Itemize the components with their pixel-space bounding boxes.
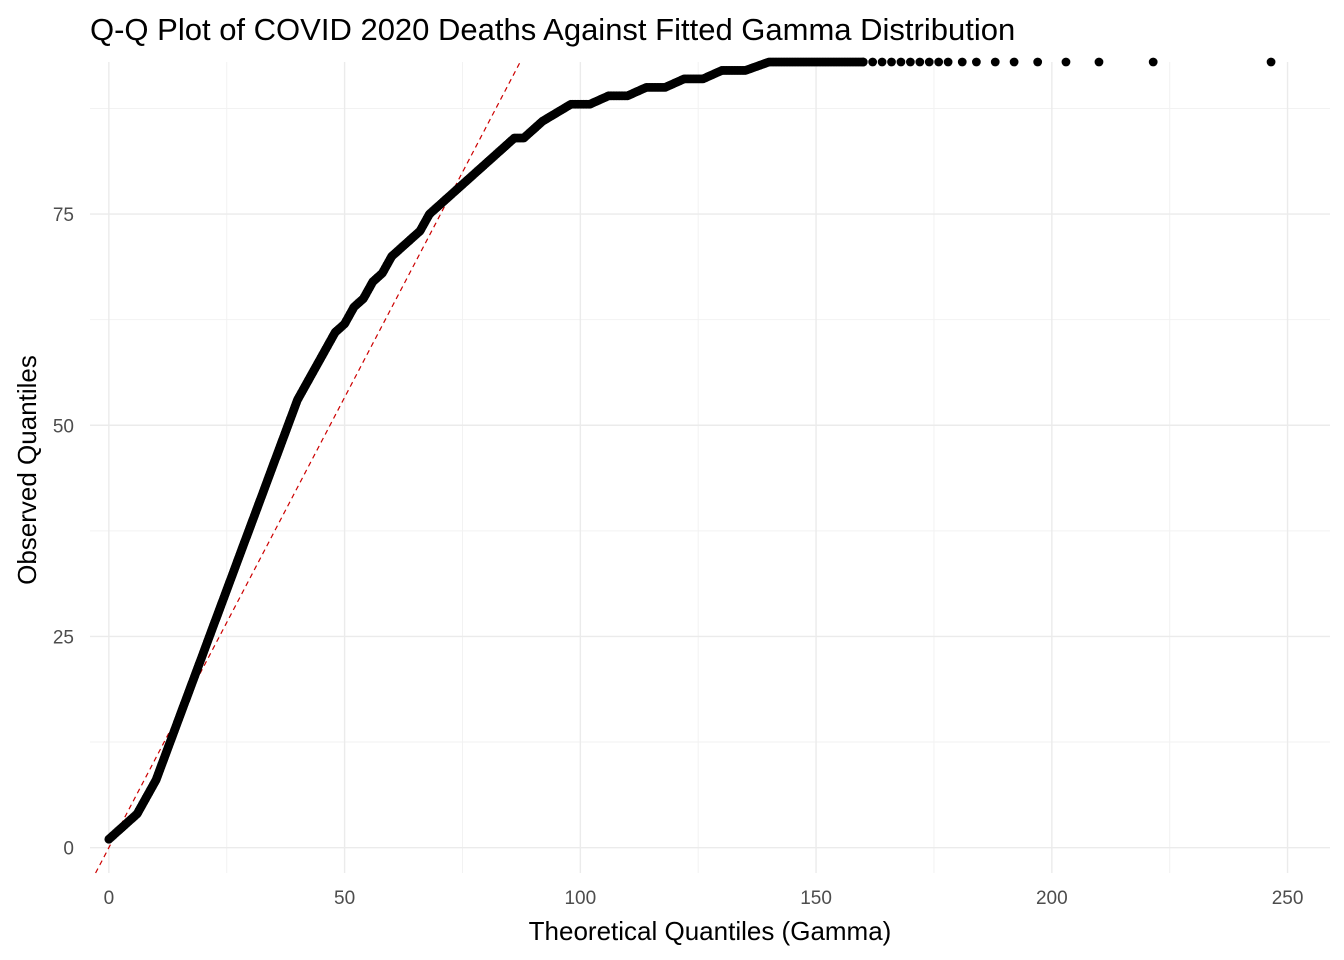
- chart-title: Q-Q Plot of COVID 2020 Deaths Against Fi…: [90, 12, 1015, 47]
- x-tick-label: 150: [800, 888, 832, 909]
- x-axis-title: Theoretical Quantiles (Gamma): [529, 916, 892, 946]
- reference-line: [95, 61, 521, 874]
- y-axis-title: Observed Quantiles: [12, 355, 42, 585]
- data-point: [1266, 57, 1276, 67]
- x-tick-label: 50: [334, 888, 355, 909]
- data-point: [1061, 57, 1071, 67]
- y-axis-ticks: 0 25 50 75: [53, 205, 74, 860]
- data-point: [924, 57, 934, 67]
- data-point: [1148, 57, 1158, 67]
- x-tick-label: 100: [564, 888, 596, 909]
- y-tick-label: 50: [53, 416, 74, 437]
- data-point: [934, 57, 944, 67]
- x-tick-label: 250: [1272, 888, 1304, 909]
- x-axis-ticks: 0 50 100 150 200 250: [104, 888, 1304, 909]
- data-point: [858, 57, 868, 67]
- data-point: [896, 57, 906, 67]
- data-point: [1094, 57, 1104, 67]
- data-point: [990, 57, 1000, 67]
- reference-line-layer: [95, 61, 521, 874]
- x-tick-label: 0: [104, 888, 115, 909]
- y-tick-label: 75: [53, 205, 74, 226]
- data-point: [957, 57, 967, 67]
- grid-lines: [90, 62, 1330, 873]
- data-point: [868, 57, 878, 67]
- data-points: [104, 57, 1276, 844]
- data-point: [971, 57, 981, 67]
- data-point: [877, 57, 887, 67]
- x-tick-label: 200: [1036, 888, 1068, 909]
- data-point: [1009, 57, 1019, 67]
- data-point: [915, 57, 925, 67]
- y-tick-label: 25: [53, 627, 74, 648]
- data-point: [887, 57, 896, 67]
- data-point: [905, 57, 915, 67]
- data-point: [943, 57, 953, 67]
- y-tick-label: 0: [63, 839, 74, 860]
- data-point: [1033, 57, 1043, 67]
